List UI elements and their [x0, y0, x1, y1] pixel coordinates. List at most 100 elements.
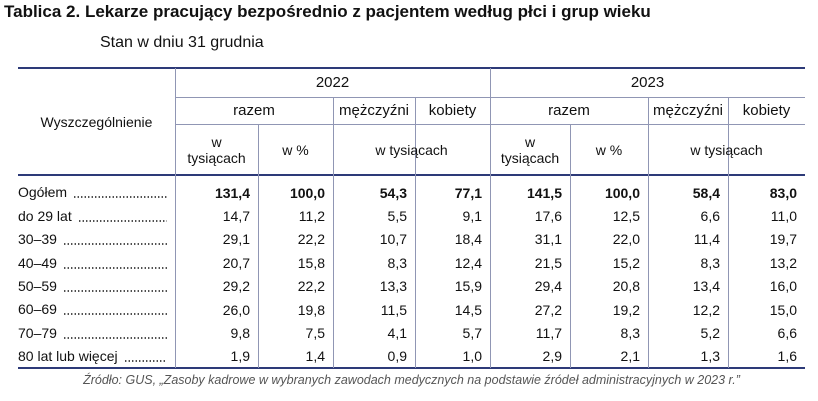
value-cell: 15,8	[297, 254, 325, 271]
title: Tablica 2. Lekarze pracujący bezpośredni…	[4, 2, 651, 21]
value-cell: 15,2	[612, 254, 640, 271]
value-cell: 19,8	[297, 301, 325, 318]
source: Źródło: GUS, „Zasoby kadrowe w wybranych…	[83, 373, 740, 387]
stub-header: Wyszczególnienie	[40, 113, 153, 130]
value-cell: 12,4	[454, 254, 482, 271]
value-cell: 100,0	[604, 184, 640, 201]
leader-dots	[62, 312, 167, 317]
value-cell: 131,4	[214, 184, 250, 201]
leader-dots	[62, 265, 167, 270]
value-cell: 13,4	[692, 278, 720, 295]
value-cell: 54,3	[379, 184, 407, 201]
row-label: 50–59	[18, 277, 57, 294]
unit-header: w %	[595, 141, 623, 158]
row-label-cell: 80 lat lub więcej	[18, 345, 175, 368]
leader-dots	[62, 288, 167, 293]
row-label-cell: 40–49	[18, 251, 175, 274]
value-cell: 11,2	[298, 208, 325, 225]
subtitle: Stan w dniu 31 grudnia	[100, 34, 264, 51]
value-cell: 16,0	[769, 278, 797, 295]
value-cell: 5,5	[387, 208, 407, 225]
row-label: 70–79	[18, 324, 57, 341]
value-cell: 14,7	[222, 208, 250, 225]
rule	[18, 67, 805, 69]
value-cell: 77,1	[454, 184, 482, 201]
col-line	[648, 97, 649, 368]
group-header: kobiety	[742, 101, 791, 119]
unit-header: w tysiącach	[690, 141, 763, 158]
value-cell: 27,2	[534, 301, 562, 318]
value-cell: 13,2	[769, 254, 797, 271]
value-cell: 58,4	[692, 184, 720, 201]
value-cell: 17,6	[534, 208, 562, 225]
value-cell: 1,0	[462, 348, 482, 365]
value-cell: 29,1	[222, 231, 250, 248]
row-label-cell: Ogółem	[18, 181, 175, 204]
group-header: mężczyźni	[652, 101, 723, 119]
value-cell: 11,5	[380, 301, 407, 318]
value-cell: 22,2	[297, 278, 325, 295]
value-cell: 12,5	[612, 208, 640, 225]
row-label-cell: do 29 lat	[18, 204, 175, 227]
value-cell: 11,4	[693, 231, 720, 248]
value-cell: 13,3	[379, 278, 407, 295]
value-cell: 141,5	[526, 184, 562, 201]
col-line	[570, 124, 571, 368]
value-cell: 11,0	[770, 208, 797, 225]
value-cell: 21,5	[534, 254, 562, 271]
leader-dots	[73, 195, 167, 200]
col-line	[258, 124, 259, 368]
value-cell: 0,9	[387, 348, 407, 365]
leader-dots	[77, 218, 167, 223]
value-cell: 1,6	[777, 348, 797, 365]
value-cell: 9,8	[230, 325, 250, 342]
value-cell: 31,1	[534, 231, 562, 248]
value-cell: 4,1	[387, 325, 407, 342]
value-cell: 22,0	[612, 231, 640, 248]
value-cell: 6,6	[700, 208, 720, 225]
value-cell: 15,9	[454, 278, 482, 295]
value-cell: 18,4	[454, 231, 482, 248]
group-header: razem	[233, 101, 275, 119]
value-cell: 5,7	[462, 325, 482, 342]
group-header: mężczyźni	[338, 101, 409, 119]
year-header: 2022	[315, 73, 350, 91]
value-cell: 29,2	[222, 278, 250, 295]
value-cell: 8,3	[620, 325, 640, 342]
value-cell: 2,1	[620, 348, 640, 365]
value-cell: 5,2	[700, 325, 720, 342]
leader-dots	[62, 242, 167, 247]
value-cell: 20,7	[222, 254, 250, 271]
value-cell: 9,1	[462, 208, 482, 225]
value-cell: 7,5	[305, 325, 325, 342]
value-cell: 26,0	[222, 301, 250, 318]
row-label-cell: 30–39	[18, 228, 175, 251]
value-cell: 29,4	[534, 278, 562, 295]
col-line	[728, 97, 729, 368]
value-cell: 8,3	[387, 254, 407, 271]
row-label-cell: 50–59	[18, 275, 175, 298]
value-cell: 1,9	[230, 348, 250, 365]
unit-header: w %	[282, 141, 309, 158]
value-cell: 2,9	[542, 348, 562, 365]
value-cell: 11,7	[535, 325, 562, 342]
col-line	[333, 97, 334, 368]
unit-header: w tysiącach	[500, 133, 560, 166]
row-label: 40–49	[18, 254, 57, 271]
rule	[18, 174, 805, 176]
col-line	[175, 68, 176, 368]
row-label-cell: 70–79	[18, 321, 175, 344]
value-cell: 19,2	[612, 301, 640, 318]
col-line	[415, 97, 416, 368]
value-cell: 100,0	[289, 184, 325, 201]
leader-dots	[123, 359, 167, 364]
value-cell: 20,8	[612, 278, 640, 295]
unit-header: w tysiącach	[375, 141, 448, 158]
value-cell: 6,6	[777, 325, 797, 342]
row-label: 80 lat lub więcej	[18, 348, 118, 365]
unit-header: w tysiącach	[187, 133, 246, 166]
value-cell: 12,2	[692, 301, 720, 318]
value-cell: 15,0	[769, 301, 797, 318]
leader-dots	[62, 335, 167, 340]
